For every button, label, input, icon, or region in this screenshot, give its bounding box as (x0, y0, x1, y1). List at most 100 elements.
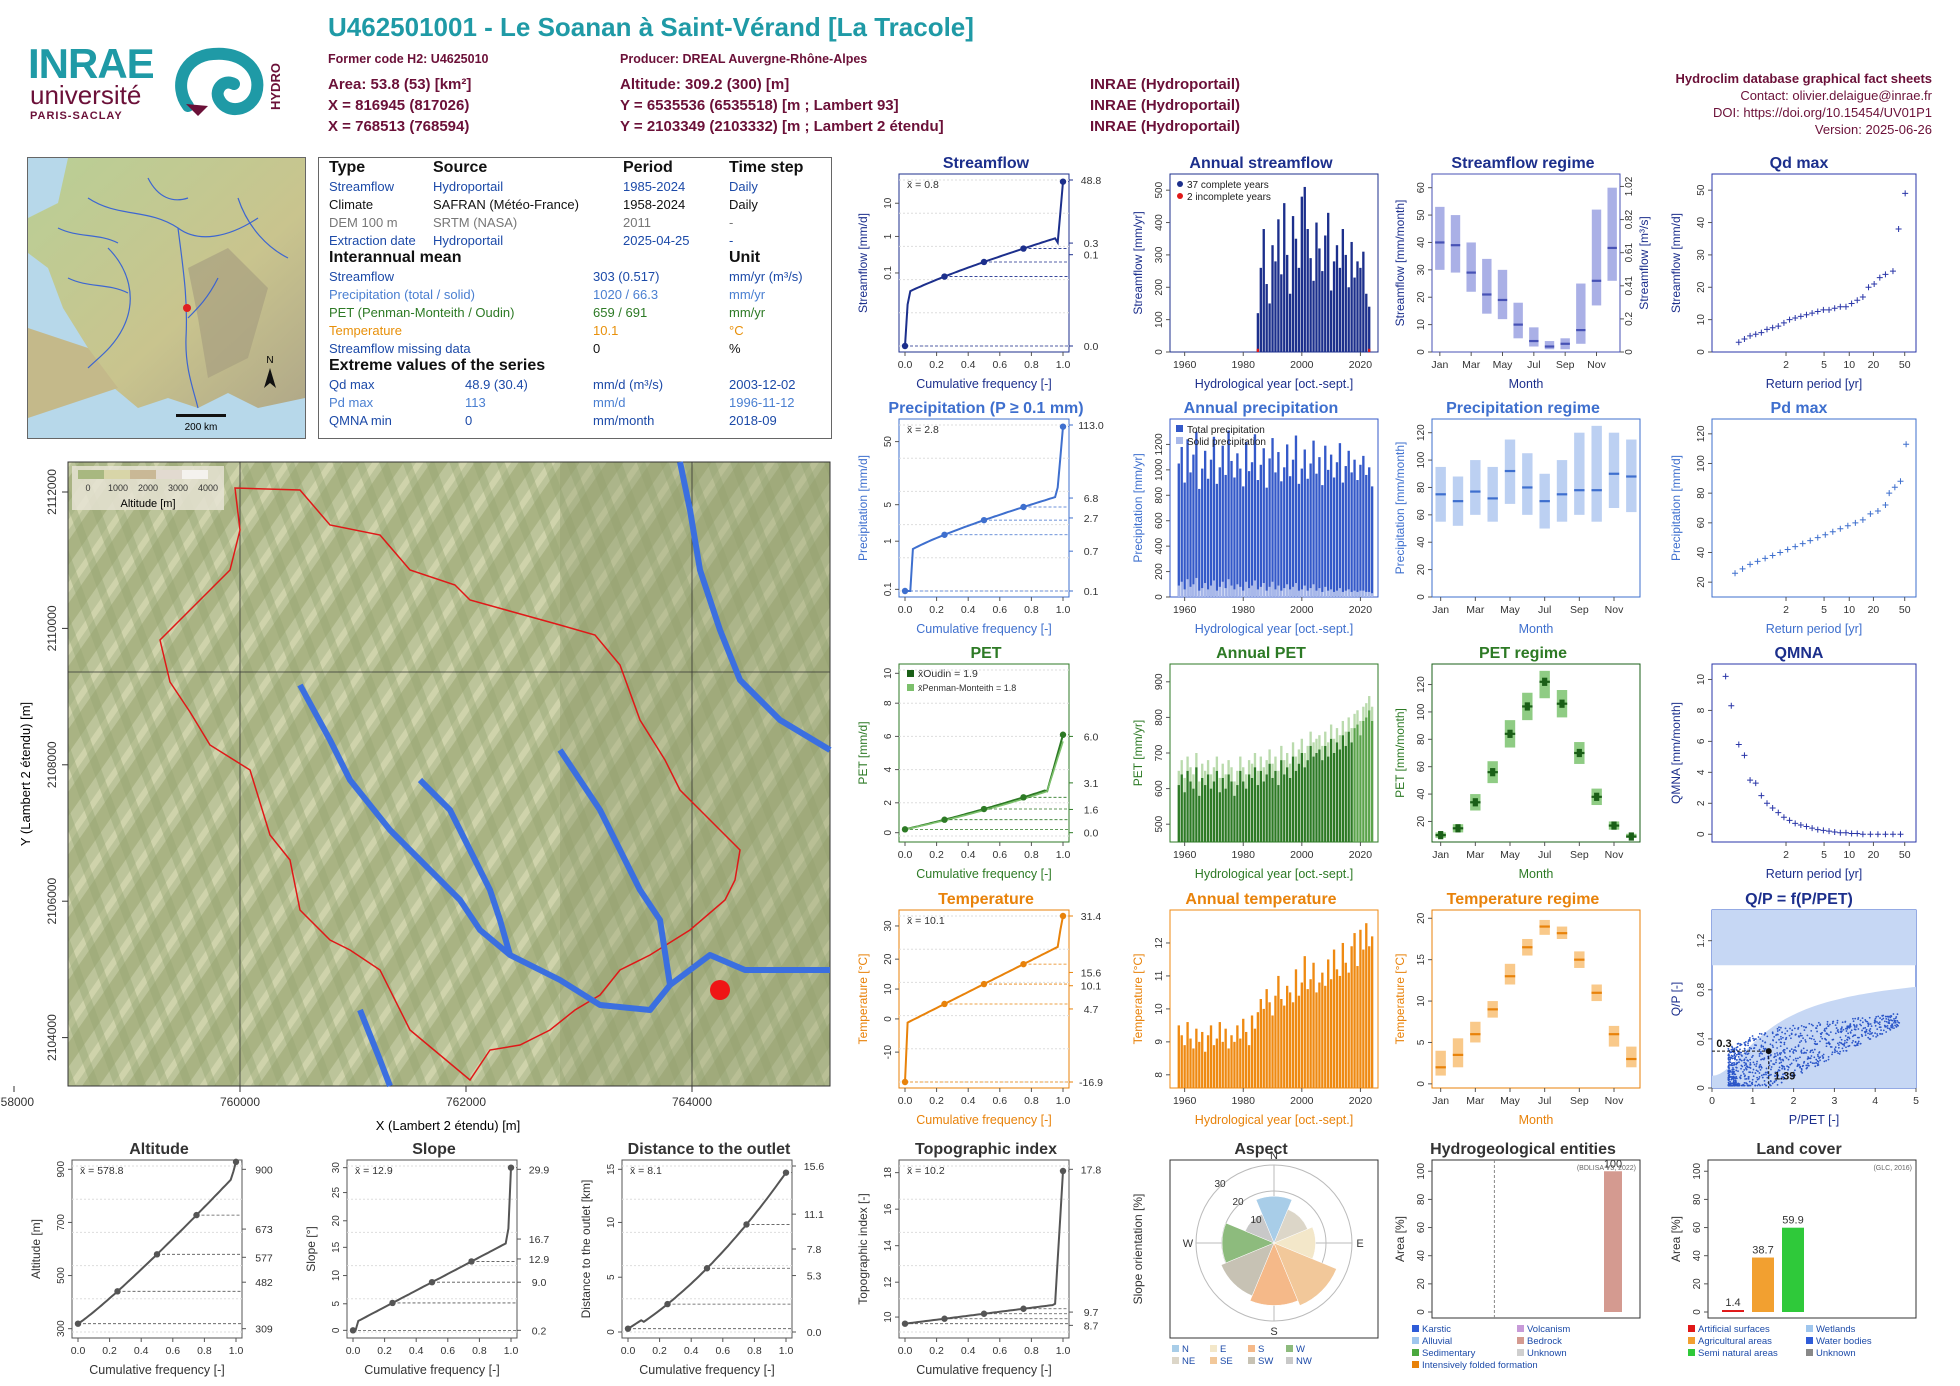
chart-title: Annual precipitation (1184, 400, 1339, 417)
legend-swatch (1806, 1337, 1813, 1344)
pm-bar (1321, 745, 1324, 761)
return-period-point (1865, 284, 1872, 291)
scatter-point (1792, 1071, 1795, 1074)
x-tick-label: 1 (1750, 1095, 1756, 1107)
solid-bar (1201, 588, 1204, 597)
x-tick-label: 1.0 (229, 1345, 244, 1357)
scatter-point (1805, 1064, 1808, 1067)
annual-bar (1189, 472, 1192, 597)
annual-bar (1201, 777, 1204, 842)
return-period-point (1859, 831, 1866, 838)
x-axis-label: Cumulative frequency [-] (89, 1363, 224, 1377)
scatter-point (1796, 1064, 1799, 1067)
scatter-point (1789, 1063, 1792, 1066)
scatter-point (1803, 1029, 1806, 1032)
row-period: 2025-04-25 (623, 233, 690, 248)
scatter-point (1732, 1071, 1735, 1073)
scatter-point (1763, 1073, 1766, 1076)
scatter-point (1857, 1018, 1859, 1021)
scatter-point (1885, 1031, 1888, 1033)
annual-bar (1265, 487, 1268, 597)
scatter-point (1727, 1047, 1730, 1050)
scatter-point (1864, 1031, 1867, 1034)
solid-bar (1341, 591, 1345, 597)
scatter-point (1770, 1060, 1772, 1062)
scatter-point (1731, 1073, 1734, 1076)
annual-bar (1306, 478, 1309, 597)
mean-unit: °C (729, 323, 744, 338)
y-tick-label: 2 (883, 800, 894, 806)
return-period-point (1859, 516, 1866, 523)
doi-link[interactable]: DOI: https://doi.org/10.15454/UV01P1 (1713, 105, 1932, 120)
annual-bar (1350, 742, 1353, 842)
scatter-point (1857, 1040, 1860, 1043)
y-axis-label: Area [%] (1393, 1216, 1407, 1262)
scatter-point (1815, 1027, 1817, 1029)
annual-bar (1362, 720, 1365, 842)
y-tick-label: 20 (331, 1215, 342, 1227)
scatter-point (1736, 1042, 1739, 1045)
quantile-point (1020, 794, 1027, 801)
regime-median-box (1542, 677, 1548, 686)
scatter-point (1809, 1051, 1812, 1054)
annual-bar (1283, 1005, 1286, 1088)
legend-label: Bedrock (1527, 1336, 1562, 1347)
pm-bar (1359, 720, 1362, 736)
return-period-point (1769, 804, 1776, 811)
scatter-point (1859, 1042, 1862, 1045)
solid-bar (1271, 581, 1274, 597)
solid-bar (1353, 590, 1356, 597)
contact[interactable]: Contact: olivier.delaigue@inrae.fr (1740, 88, 1932, 103)
annual-bar (1318, 248, 1321, 352)
scatter-point (1780, 1052, 1783, 1054)
scatter-point (1758, 1055, 1761, 1057)
solid-bar (1209, 585, 1213, 597)
solid-bar (1189, 586, 1192, 597)
scatter-point (1887, 1018, 1890, 1021)
y-axis-label: Area [%] (1669, 1216, 1683, 1262)
scatter-point (1851, 1041, 1854, 1044)
annual-bar (1274, 995, 1277, 1088)
solid-bar (1300, 589, 1304, 597)
extreme-label: Qd max (329, 377, 375, 392)
regime-median-box (1455, 824, 1461, 833)
annual-bar (1288, 992, 1292, 1088)
return-period-point (1769, 324, 1776, 331)
x-tick-label: 2 (1791, 1095, 1797, 1107)
scatter-point (1794, 1033, 1797, 1036)
y-tick-label: 200 (1154, 278, 1165, 295)
return-period-point (1799, 540, 1806, 547)
extreme-value: 0 (465, 413, 473, 428)
y-tick-label: 600 (1154, 512, 1165, 529)
annual-bar (1341, 482, 1345, 597)
solid-bar (1177, 585, 1180, 597)
scatter-point (1792, 1024, 1795, 1027)
scatter-point (1735, 1048, 1738, 1051)
scatter-point (1804, 1040, 1807, 1043)
return-period-point (1867, 831, 1874, 838)
scatter-point (1826, 1020, 1829, 1023)
scatter-point (1884, 1015, 1887, 1018)
annual-bar (1291, 756, 1295, 842)
scatter-point (1791, 1075, 1794, 1078)
scatter-point (1823, 1028, 1826, 1030)
scatter-point (1776, 1083, 1779, 1086)
y-tick-label: 60 (1416, 182, 1427, 194)
y-tick-label: 40 (1416, 536, 1427, 548)
annual-bar (1271, 438, 1274, 597)
annual-bar (1288, 777, 1292, 842)
ring-label: 10 (1250, 1215, 1262, 1226)
scatter-point (1778, 1066, 1781, 1069)
annual-bar (1338, 749, 1342, 842)
scatter-point (1854, 1017, 1857, 1020)
scatter-point (1784, 1073, 1786, 1075)
row-step: - (729, 215, 734, 230)
database-title: Hydroclim database graphical fact sheets (1675, 71, 1932, 86)
scatter-point (1755, 1044, 1758, 1047)
scatter-point (1855, 1025, 1858, 1028)
scatter-point (1896, 1013, 1899, 1016)
